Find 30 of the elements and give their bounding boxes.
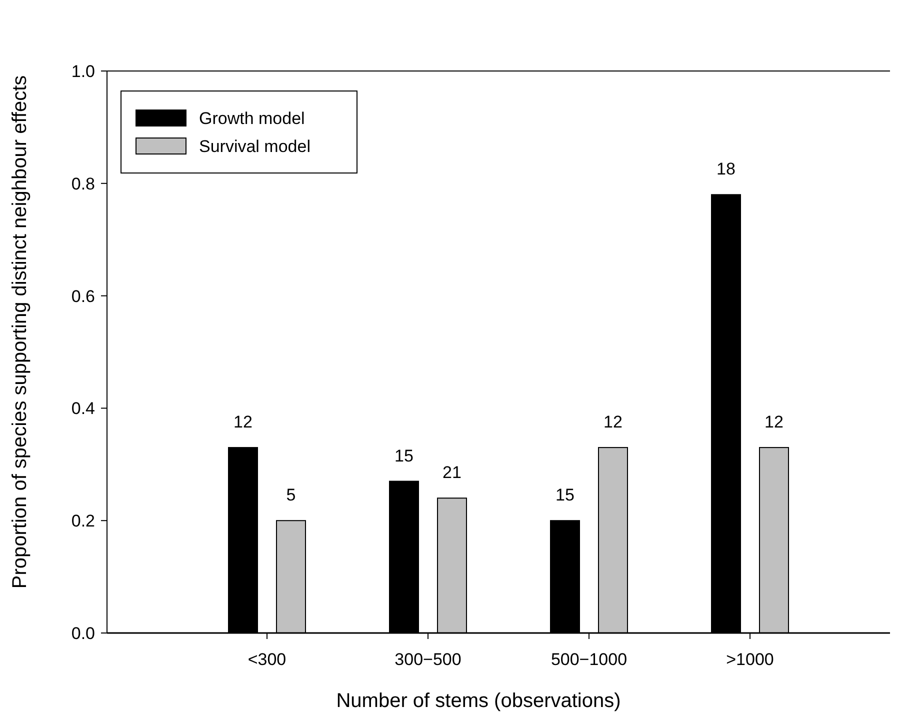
y-tick-label: 0.2 (71, 512, 95, 531)
bar (711, 194, 741, 634)
x-tick-label: 500−1000 (550, 650, 628, 669)
y-axis-title: Proportion of species supporting distinct neighbour effects (9, 75, 31, 589)
bar (598, 447, 628, 634)
annotation: 21 (442, 463, 462, 482)
bar (276, 520, 306, 634)
y-tick-label: 1.0 (71, 62, 95, 81)
bar (437, 498, 467, 634)
bar (550, 520, 580, 634)
x-tick-label: <300 (248, 650, 286, 669)
y-tick-label: 0.6 (71, 286, 95, 306)
legend-label: Growth model (199, 109, 305, 128)
y-tick-label: 0.8 (71, 174, 95, 194)
bar (228, 447, 258, 634)
annotation: 5 (286, 486, 296, 505)
bar (389, 480, 419, 634)
bar (759, 447, 789, 634)
annotation: 18 (716, 160, 736, 179)
x-tick-label: 300−500 (394, 650, 462, 669)
annotation: 15 (556, 486, 574, 505)
x-axis-title: Number of stems (observations) (336, 690, 621, 712)
y-tick-label: 0.4 (71, 399, 95, 418)
annotation: 12 (604, 412, 622, 432)
annotation: 15 (394, 446, 414, 466)
annotation: 12 (234, 412, 252, 432)
y-tick-label: 0.0 (71, 624, 95, 643)
annotation: 12 (764, 412, 784, 432)
x-tick-label: >1000 (726, 650, 774, 669)
legend-label: Survival model (199, 137, 310, 156)
